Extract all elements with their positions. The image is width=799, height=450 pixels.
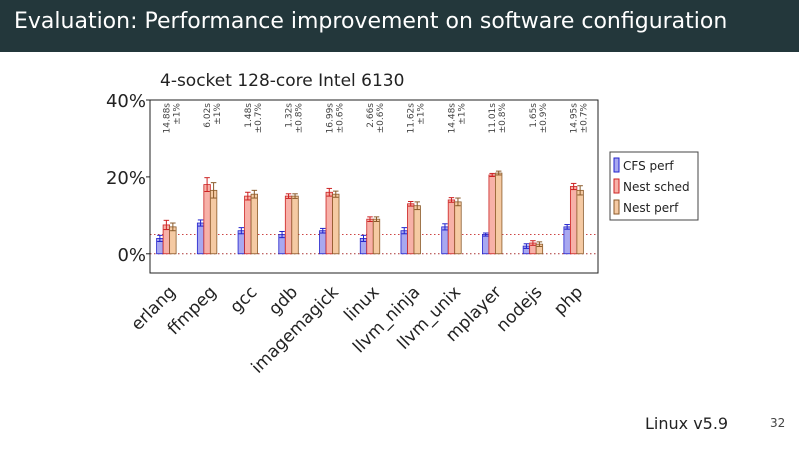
annotation-error: ±1% [417,103,427,125]
legend-swatch [613,157,620,173]
bar-annotation: 16.99s±0.6% [325,103,345,134]
bar-cfs-perf [441,226,449,255]
bar-cfs-perf [482,234,490,255]
bar-nest-perf [413,205,421,255]
legend-swatch [613,199,620,215]
page-number: 32 [770,416,786,430]
bar-annotation: 1.32s±0.8% [285,103,305,134]
annotation-time: 14.88s [162,103,172,134]
bar-nest-perf [495,172,503,255]
legend-label: Nest sched [623,180,690,194]
bar-annotation: 1.48s±0.7% [244,103,264,134]
bar-nest-perf [250,193,258,255]
bar-nest-perf [291,195,299,255]
plot-frame [149,99,599,274]
x-tick-label: gcc [226,282,261,317]
bar-nest-perf [209,189,218,255]
bar-nest-sched [244,195,252,255]
chart-title: 4-socket 128-core Intel 6130 [160,71,404,91]
bar-annotation: 14.48s±1% [447,103,467,134]
annotation-error: ±1% [213,103,223,125]
bar-nest-sched [407,203,415,255]
bar-annotation: 11.01s±0.8% [488,103,508,134]
bar-nest-perf [454,201,462,255]
annotation-time: 6.02s [203,103,213,128]
y-tick-label: 0% [117,245,146,266]
bar-annotation: 2.66s±0.6% [366,103,386,134]
annotation-error: ±0.8% [295,103,305,134]
bar-annotation: 6.02s±1% [203,103,223,128]
x-tick-label: php [550,282,587,319]
bar-nest-perf [576,189,584,255]
bar-nest-sched [488,174,496,255]
slide-title: Evaluation: Performance improvement on s… [14,9,728,34]
annotation-time: 1.48s [244,103,254,128]
annotation-error: ±0.6% [335,103,345,134]
bar-nest-perf [332,193,340,255]
annotation-error: ±0.7% [254,103,264,134]
bar-annotation: 11.62s±1% [407,103,427,134]
annotation-error: ±1% [172,103,182,125]
annotation-time: 14.95s [570,103,580,134]
annotation-time: 1.65s [529,103,539,128]
annotation-error: ±0.8% [498,103,508,134]
bar-cfs-perf [319,230,327,255]
y-tick-label: 20% [106,168,146,189]
annotation-error: ±0.6% [376,103,386,134]
annotation-time: 16.99s [325,103,335,134]
annotation-time: 2.66s [366,103,376,128]
bar-nest-sched [284,195,293,255]
bar-annotation: 1.65s±0.9% [529,103,549,134]
annotation-time: 1.32s [285,103,295,128]
bar-annotation: 14.88s±1% [162,103,182,134]
bar-nest-sched [569,186,578,255]
bar-cfs-perf [196,222,205,255]
bar-nest-sched [447,199,456,255]
annotation-time: 11.62s [407,103,417,134]
x-tick-label: nodejs [493,282,547,336]
annotation-error: ±0.7% [580,103,590,134]
footer-text: Linux v5.9 [645,414,729,433]
annotation-error: ±1% [457,103,467,125]
bar-nest-sched [325,191,333,255]
bar-nest-sched [203,184,211,255]
bar-cfs-perf [563,226,571,255]
legend-box [609,151,699,221]
bar-annotation: 14.95s±0.7% [570,103,590,134]
bar-nest-perf [372,218,381,255]
annotation-error: ±0.9% [539,103,549,134]
title-bar: Evaluation: Performance improvement on s… [0,0,799,52]
annotation-time: 11.01s [488,103,498,134]
annotation-time: 14.48s [447,103,457,134]
legend-label: CFS perf [623,159,674,173]
legend-label: Nest perf [623,201,679,215]
legend-swatch [613,178,620,194]
y-tick-label: 40% [106,91,146,112]
bar-nest-sched [366,218,374,255]
